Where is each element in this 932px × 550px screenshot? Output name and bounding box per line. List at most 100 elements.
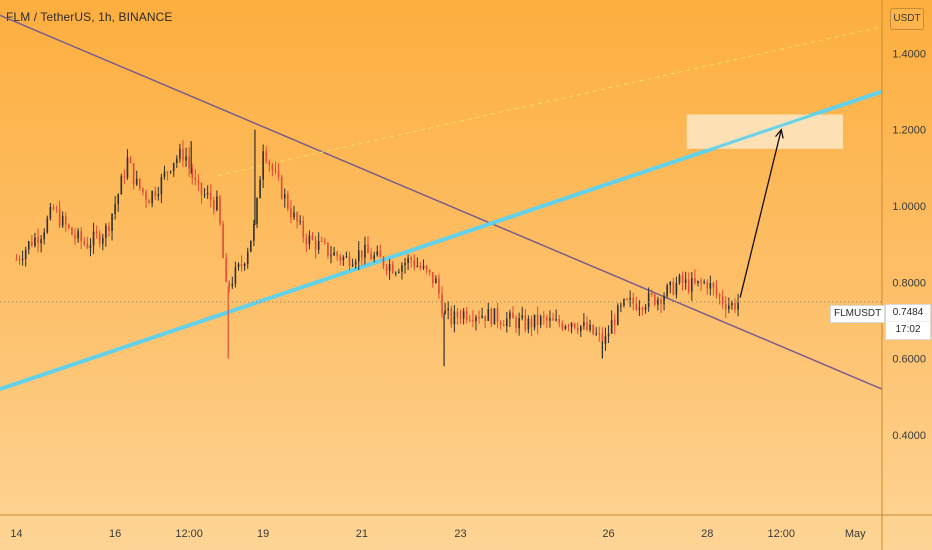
candle-body — [361, 250, 363, 258]
candle-body — [58, 209, 61, 226]
x-tick-label: 23 — [454, 528, 466, 540]
candle-body — [462, 311, 465, 319]
candle-body — [92, 231, 95, 246]
candle-body — [367, 244, 369, 254]
candle-body — [681, 275, 684, 284]
candle-body — [450, 308, 453, 325]
candle-body — [24, 249, 27, 260]
candle-body — [623, 299, 625, 306]
candle-body — [339, 256, 342, 261]
candle-body — [398, 271, 400, 273]
candle-body — [428, 269, 431, 273]
candle-body — [712, 283, 715, 288]
candle-body — [601, 333, 604, 344]
candle-body — [505, 318, 508, 327]
candle-body — [246, 251, 249, 264]
candle-body — [620, 305, 622, 307]
candle-body — [691, 278, 693, 292]
candle-body — [231, 283, 234, 287]
candle-body — [293, 212, 295, 218]
candle-body — [416, 265, 419, 267]
candle-body — [148, 200, 150, 204]
candle-body — [185, 156, 187, 161]
candle-body — [703, 282, 705, 284]
candle-body — [179, 148, 181, 159]
candle-body — [283, 194, 286, 199]
candle-body — [95, 231, 98, 234]
downtrend-trendline — [0, 14, 883, 390]
candle-body — [441, 293, 443, 314]
candle-body — [641, 308, 644, 310]
candle-body — [314, 239, 317, 250]
candle-body — [15, 259, 18, 261]
candle-body — [552, 318, 554, 321]
candle-body — [598, 333, 601, 335]
candle-body — [123, 176, 126, 178]
candle-body — [499, 322, 502, 325]
candle-body — [237, 263, 240, 268]
x-tick-label: 12:00 — [175, 528, 203, 540]
candle-body — [666, 285, 668, 297]
candle-body — [290, 208, 292, 218]
candle-body — [129, 157, 132, 164]
candle-body — [151, 191, 153, 204]
candle-body — [576, 327, 579, 332]
candle-body — [706, 282, 709, 289]
candle-body — [484, 315, 487, 322]
candle-body — [268, 161, 271, 165]
candle-body — [373, 255, 375, 260]
candle-body — [317, 241, 320, 250]
candle-body — [27, 241, 30, 250]
candle-body — [502, 324, 505, 327]
candle-body — [465, 311, 468, 320]
x-tick-label: May — [845, 528, 866, 540]
candle-body — [509, 312, 511, 319]
candle-body — [530, 318, 533, 328]
candle-body — [287, 194, 289, 209]
candle-body — [40, 239, 42, 244]
candle-body — [394, 272, 397, 274]
candle-body — [561, 323, 564, 329]
candle-body — [182, 148, 184, 161]
candle-body — [83, 241, 86, 244]
candle-body — [638, 308, 641, 310]
candle-body — [55, 209, 58, 211]
candle-body — [632, 298, 635, 304]
y-tick-label: 1.4000 — [892, 48, 926, 60]
candle-body — [647, 292, 650, 307]
candle-body — [105, 225, 107, 238]
candle-body — [216, 196, 218, 210]
candle-body — [586, 322, 588, 330]
candle-body — [277, 170, 280, 177]
candle-body — [376, 251, 379, 256]
candle-body — [580, 325, 582, 332]
candle-body — [422, 266, 425, 269]
x-tick-label: 26 — [602, 528, 614, 540]
candle-body — [635, 303, 638, 310]
currency-button[interactable]: USDT — [890, 8, 924, 30]
dashed-trendline — [217, 26, 883, 176]
candle-body — [280, 176, 283, 199]
candle-body — [481, 315, 483, 318]
candle-body — [573, 323, 576, 328]
candle-body — [456, 311, 459, 318]
candle-body — [145, 192, 147, 201]
candle-body — [678, 275, 681, 283]
candle-body — [536, 314, 539, 325]
candle-body — [731, 303, 733, 306]
candle-body — [700, 280, 702, 283]
candle-body — [475, 317, 477, 322]
candle-body — [348, 256, 351, 267]
candle-body — [271, 164, 274, 171]
candle-body — [61, 215, 64, 226]
candle-body — [311, 235, 314, 240]
candle-body — [626, 299, 628, 301]
candle-body — [354, 261, 357, 265]
candle-body — [194, 177, 197, 181]
candle-body — [77, 231, 79, 239]
candle-body — [89, 245, 92, 249]
candle-body — [546, 317, 548, 321]
candle-body — [382, 257, 385, 267]
candle-body — [52, 207, 55, 210]
